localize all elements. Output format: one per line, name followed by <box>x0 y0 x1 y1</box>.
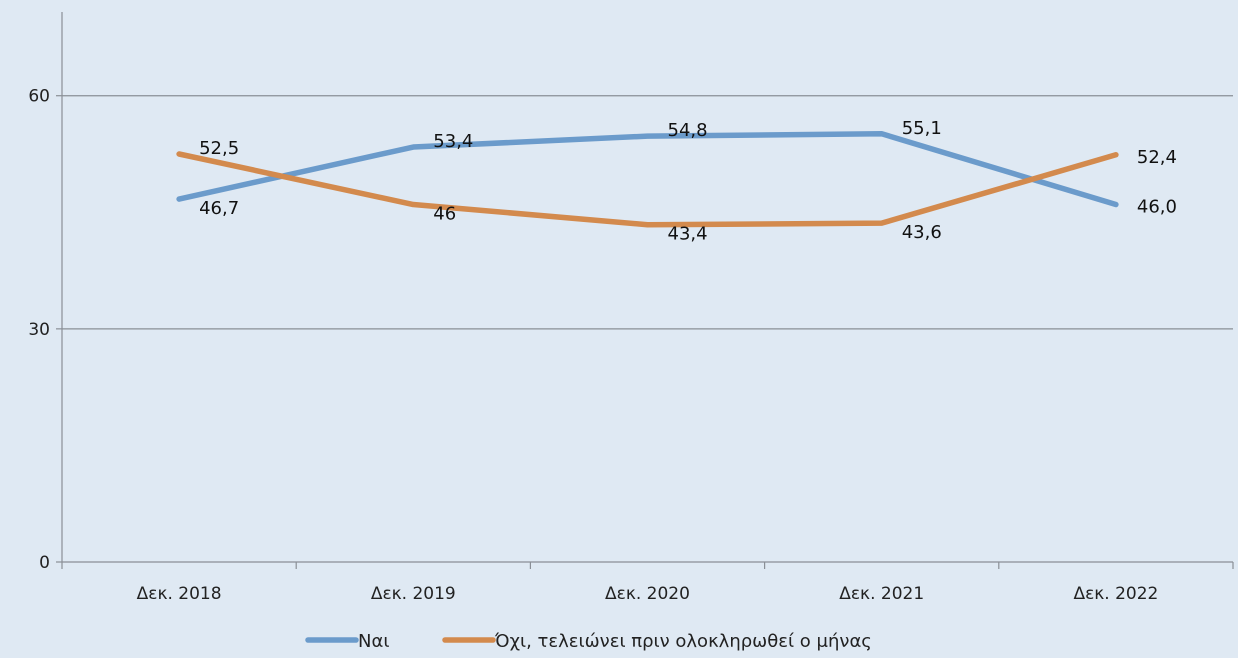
data-label: 46 <box>433 204 456 225</box>
data-label: 53,4 <box>433 131 473 152</box>
data-label: 46,0 <box>1137 197 1177 218</box>
series-lines <box>176 131 1119 228</box>
data-labels: 46,7 53,4 54,8 55,1 46,0 52,5 46 43,4 43,6 52,4 <box>199 118 1177 245</box>
legend: Ναι Όχι, τελειώνει πριν ολοκληρωθεί ο μήν… <box>305 631 872 652</box>
legend-label: Όχι, τελειώνει πριν ολοκληρωθεί ο μήνας <box>494 631 872 652</box>
data-label: 52,5 <box>199 138 239 159</box>
series-line-ochi <box>176 151 1119 228</box>
data-label: 43,6 <box>902 222 942 243</box>
y-tick-label-60: 60 <box>28 87 50 107</box>
legend-label: Ναι <box>358 631 389 652</box>
data-label: 54,8 <box>668 120 708 141</box>
y-tick-label-30: 30 <box>28 320 50 340</box>
x-tick-label: Δεκ. 2020 <box>605 584 690 604</box>
data-label: 43,4 <box>668 224 708 245</box>
x-tick-label: Δεκ. 2019 <box>371 584 456 604</box>
y-tick-label-0: 0 <box>39 553 50 573</box>
data-label: 55,1 <box>902 118 942 139</box>
series-line-nai <box>176 131 1119 208</box>
x-tick-label: Δεκ. 2018 <box>137 584 222 604</box>
data-label: 52,4 <box>1137 147 1177 168</box>
data-label: 46,7 <box>199 198 239 219</box>
x-tick-label: Δεκ. 2022 <box>1073 584 1158 604</box>
axes: 0 30 60 Δεκ. 2018 Δεκ. 2019 Δεκ. 2020 Δεκ. 202… <box>28 12 1234 604</box>
x-tick-label: Δεκ. 2021 <box>839 584 924 604</box>
gridlines <box>62 95 1233 330</box>
